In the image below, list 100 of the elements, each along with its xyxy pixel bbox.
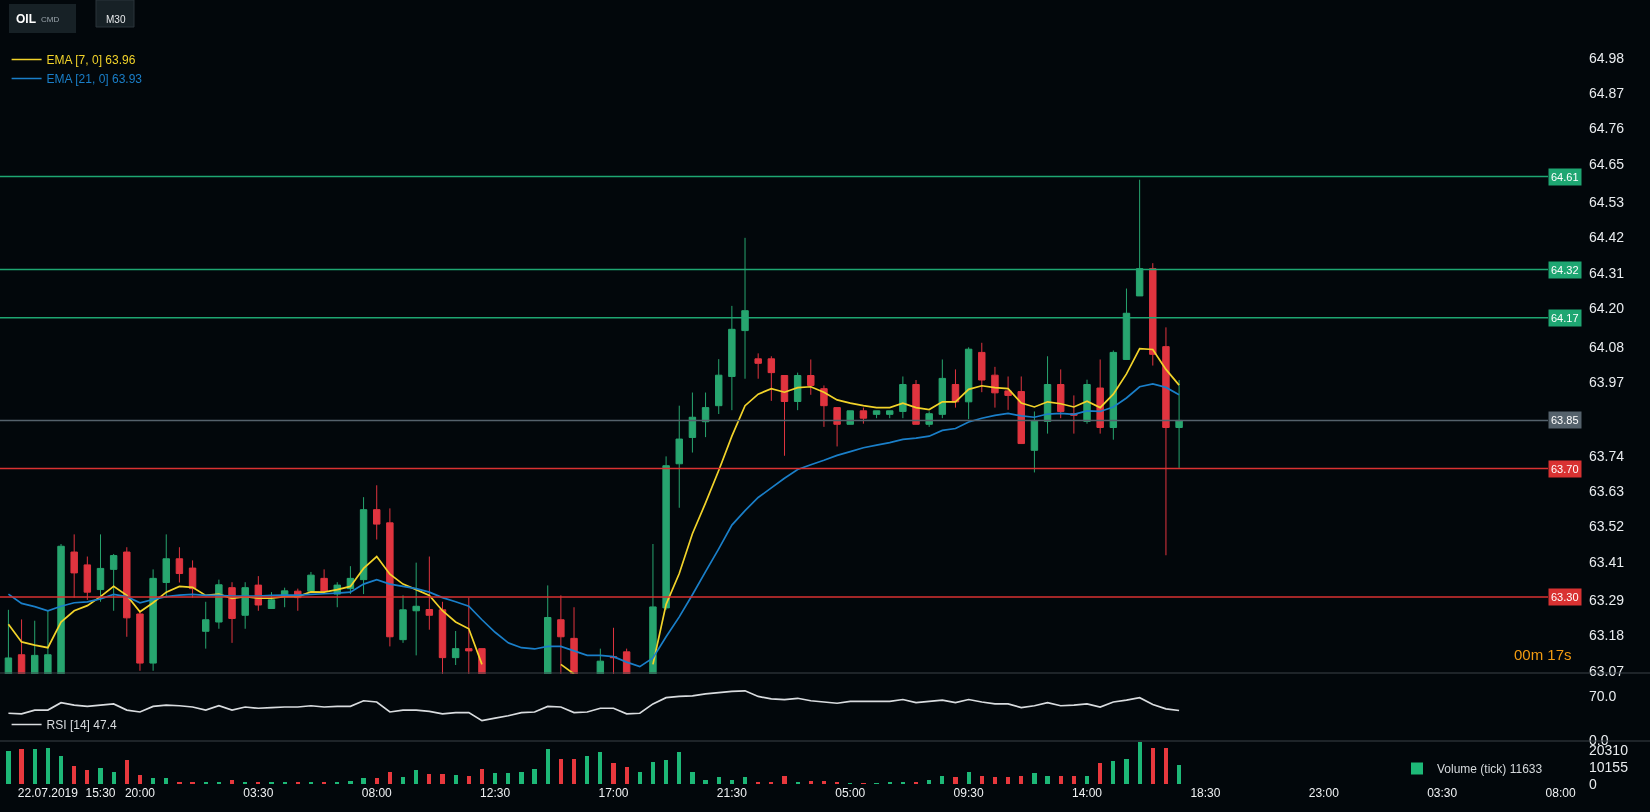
annotation: CMD: [41, 15, 60, 24]
candlestick: [964, 346, 973, 420]
candlestick: [399, 594, 407, 644]
y-tick-label: 64.53: [1589, 194, 1625, 211]
legend-label: EMA [7, 0] 63.96: [46, 53, 136, 68]
bar: [730, 780, 734, 784]
y-tick-label: 64.42: [1589, 229, 1625, 246]
candlestick: [412, 562, 420, 656]
bar: [1045, 776, 1050, 784]
candlestick: [149, 568, 157, 672]
candlestick: [438, 601, 447, 674]
bar: [703, 780, 708, 784]
legend-label: RSI [14] 47.4: [46, 718, 117, 733]
x-tick-label: 21:30: [716, 786, 748, 800]
bar: [782, 776, 787, 784]
ref-line-label: 63.70: [1551, 463, 1579, 475]
y-tick-label: 63.63: [1589, 482, 1625, 499]
y-tick-label: 63.41: [1589, 553, 1625, 570]
candlestick: [570, 606, 578, 674]
bar: [164, 778, 168, 784]
candlestick: [991, 366, 999, 409]
candlestick: [793, 372, 802, 411]
bar: [546, 749, 550, 784]
candlestick: [359, 496, 368, 595]
y-tick-label: 63.18: [1589, 627, 1625, 644]
candlestick: [96, 533, 105, 603]
bar: [1085, 776, 1089, 784]
candlestick: [162, 533, 170, 599]
bar: [572, 759, 576, 784]
candlestick: [754, 352, 762, 380]
bar: [480, 769, 484, 784]
ref-line-label: 64.17: [1551, 312, 1579, 324]
candlestick: [662, 455, 670, 611]
x-tick-label: 15:30: [85, 786, 116, 800]
annotation: 00m 17s: [1514, 646, 1572, 663]
y-tick-label: 0: [1589, 775, 1597, 792]
ref-line-label: 64.61: [1551, 171, 1579, 183]
bar: [677, 752, 681, 784]
bar: [230, 780, 234, 784]
bar: [348, 781, 353, 784]
candlestick: [807, 358, 815, 396]
bar: [125, 760, 129, 784]
bar: [927, 780, 931, 784]
candlestick: [649, 543, 657, 674]
y-tick-label: 64.65: [1589, 155, 1625, 172]
y-tick-label: 63.07: [1589, 662, 1625, 679]
candlestick: [136, 610, 144, 672]
candlestick: [885, 410, 894, 419]
y-tick-label: 10155: [1589, 759, 1629, 776]
annotation: M30: [106, 14, 126, 25]
y-tick-label: 64.20: [1589, 300, 1625, 317]
candlestick: [57, 543, 65, 674]
bar: [1032, 773, 1037, 784]
candlestick: [31, 620, 39, 674]
candlestick: [557, 594, 565, 674]
bar: [414, 770, 418, 784]
bar: [1177, 765, 1181, 784]
x-tick-label: 18:30: [1190, 786, 1221, 800]
bar: [388, 772, 392, 784]
x-tick-label: 23:00: [1308, 786, 1340, 800]
x-tick-label: 08:00: [361, 786, 393, 800]
bar: [809, 781, 813, 784]
bar: [112, 772, 116, 784]
bar: [1164, 748, 1168, 784]
candlestick: [17, 618, 26, 674]
bar: [1072, 776, 1076, 784]
x-tick-label: 03:30: [1427, 786, 1458, 800]
candlestick: [70, 533, 78, 599]
candlestick: [1149, 262, 1157, 367]
candlestick: [938, 358, 947, 419]
bar: [1098, 763, 1102, 784]
bar: [138, 775, 142, 784]
x-tick-label: 05:00: [835, 786, 866, 800]
bar: [493, 773, 497, 784]
annotation: OIL: [16, 12, 36, 26]
x-tick-label: 14:00: [1072, 786, 1103, 800]
bar: [59, 756, 63, 784]
candlestick: [373, 484, 381, 541]
candlestick: [307, 571, 315, 594]
y-tick-label: 63.52: [1589, 518, 1625, 535]
candlestick: [1056, 368, 1065, 419]
bar: [717, 777, 721, 784]
candlestick: [1109, 349, 1118, 441]
candlestick: [267, 591, 276, 610]
candlestick: [925, 410, 933, 428]
bar: [664, 760, 668, 784]
bar: [690, 772, 695, 784]
bar: [559, 759, 563, 784]
candlestick: [912, 379, 920, 425]
candlestick: [175, 546, 184, 584]
x-tick-label: 17:00: [598, 786, 629, 800]
candlestick: [715, 358, 723, 415]
bar: [743, 777, 747, 784]
legend-label: EMA [21, 0] 63.93: [46, 72, 143, 87]
bar: [506, 773, 510, 784]
bar: [967, 772, 971, 784]
candlestick: [451, 630, 460, 666]
y-tick-label: 64.31: [1589, 264, 1625, 281]
x-tick-label: 08:00: [1545, 786, 1576, 800]
bar: [454, 775, 458, 784]
